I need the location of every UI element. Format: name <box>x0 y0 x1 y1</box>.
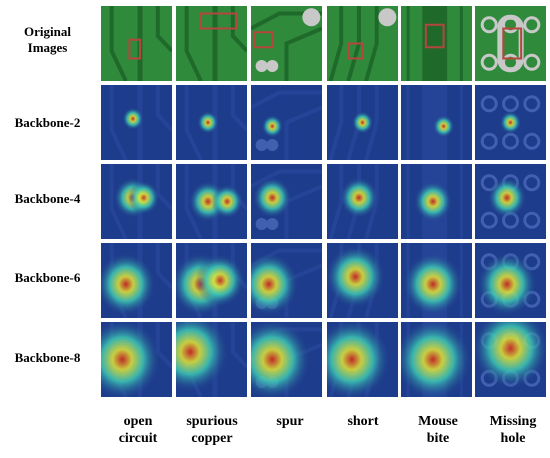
heatmap-image-1-2 <box>251 85 322 160</box>
original-image-0-0 <box>101 6 172 81</box>
row-label-0: Original Images <box>24 24 71 55</box>
original-image-0-2 <box>251 6 322 81</box>
column-label-5: Missing hole <box>489 414 537 446</box>
heatmap-image-1-3 <box>327 85 398 160</box>
heatmap-image-2-1 <box>176 164 247 239</box>
column-label-3: short <box>347 414 379 429</box>
heatmap-image-4-5 <box>475 322 546 397</box>
row-label-1: Backbone-2 <box>14 115 81 130</box>
heatmap-image-2-5 <box>475 164 546 239</box>
heatmap-image-3-1 <box>176 243 247 318</box>
heatmap-image-3-0 <box>101 243 172 318</box>
heatmap-image-2-3 <box>327 164 398 239</box>
column-label-2: spur <box>276 414 304 429</box>
heatmap-image-1-0 <box>101 85 172 160</box>
heatmap-image-3-3 <box>327 243 398 318</box>
row-label-2: Backbone-4 <box>14 191 81 206</box>
heatmap-image-1-4 <box>401 85 472 160</box>
heatmap-image-4-0 <box>101 322 172 397</box>
heatmap-image-3-2 <box>251 243 322 318</box>
original-image-0-1 <box>176 6 247 81</box>
heatmap-image-3-5 <box>475 243 546 318</box>
heatmap-image-4-1 <box>176 322 247 397</box>
row-label-3: Backbone-6 <box>14 270 81 285</box>
heatmap-image-2-4 <box>401 164 472 239</box>
heatmap-image-4-3 <box>327 322 398 397</box>
heatmap-image-3-4 <box>401 243 472 318</box>
heatmap-image-1-1 <box>176 85 247 160</box>
original-image-0-5 <box>475 6 546 81</box>
original-image-0-4 <box>401 6 472 81</box>
heatmap-image-2-2 <box>251 164 322 239</box>
row-label-4: Backbone-8 <box>14 350 81 365</box>
heatmap-image-4-2 <box>251 322 322 397</box>
column-label-1: spurious copper <box>186 414 238 446</box>
heatmap-image-4-4 <box>401 322 472 397</box>
column-label-0: open circuit <box>118 414 158 446</box>
column-label-4: Mouse bite <box>418 414 458 446</box>
heatmap-image-2-0 <box>101 164 172 239</box>
heatmap-image-1-5 <box>475 85 546 160</box>
original-image-0-3 <box>327 6 398 81</box>
